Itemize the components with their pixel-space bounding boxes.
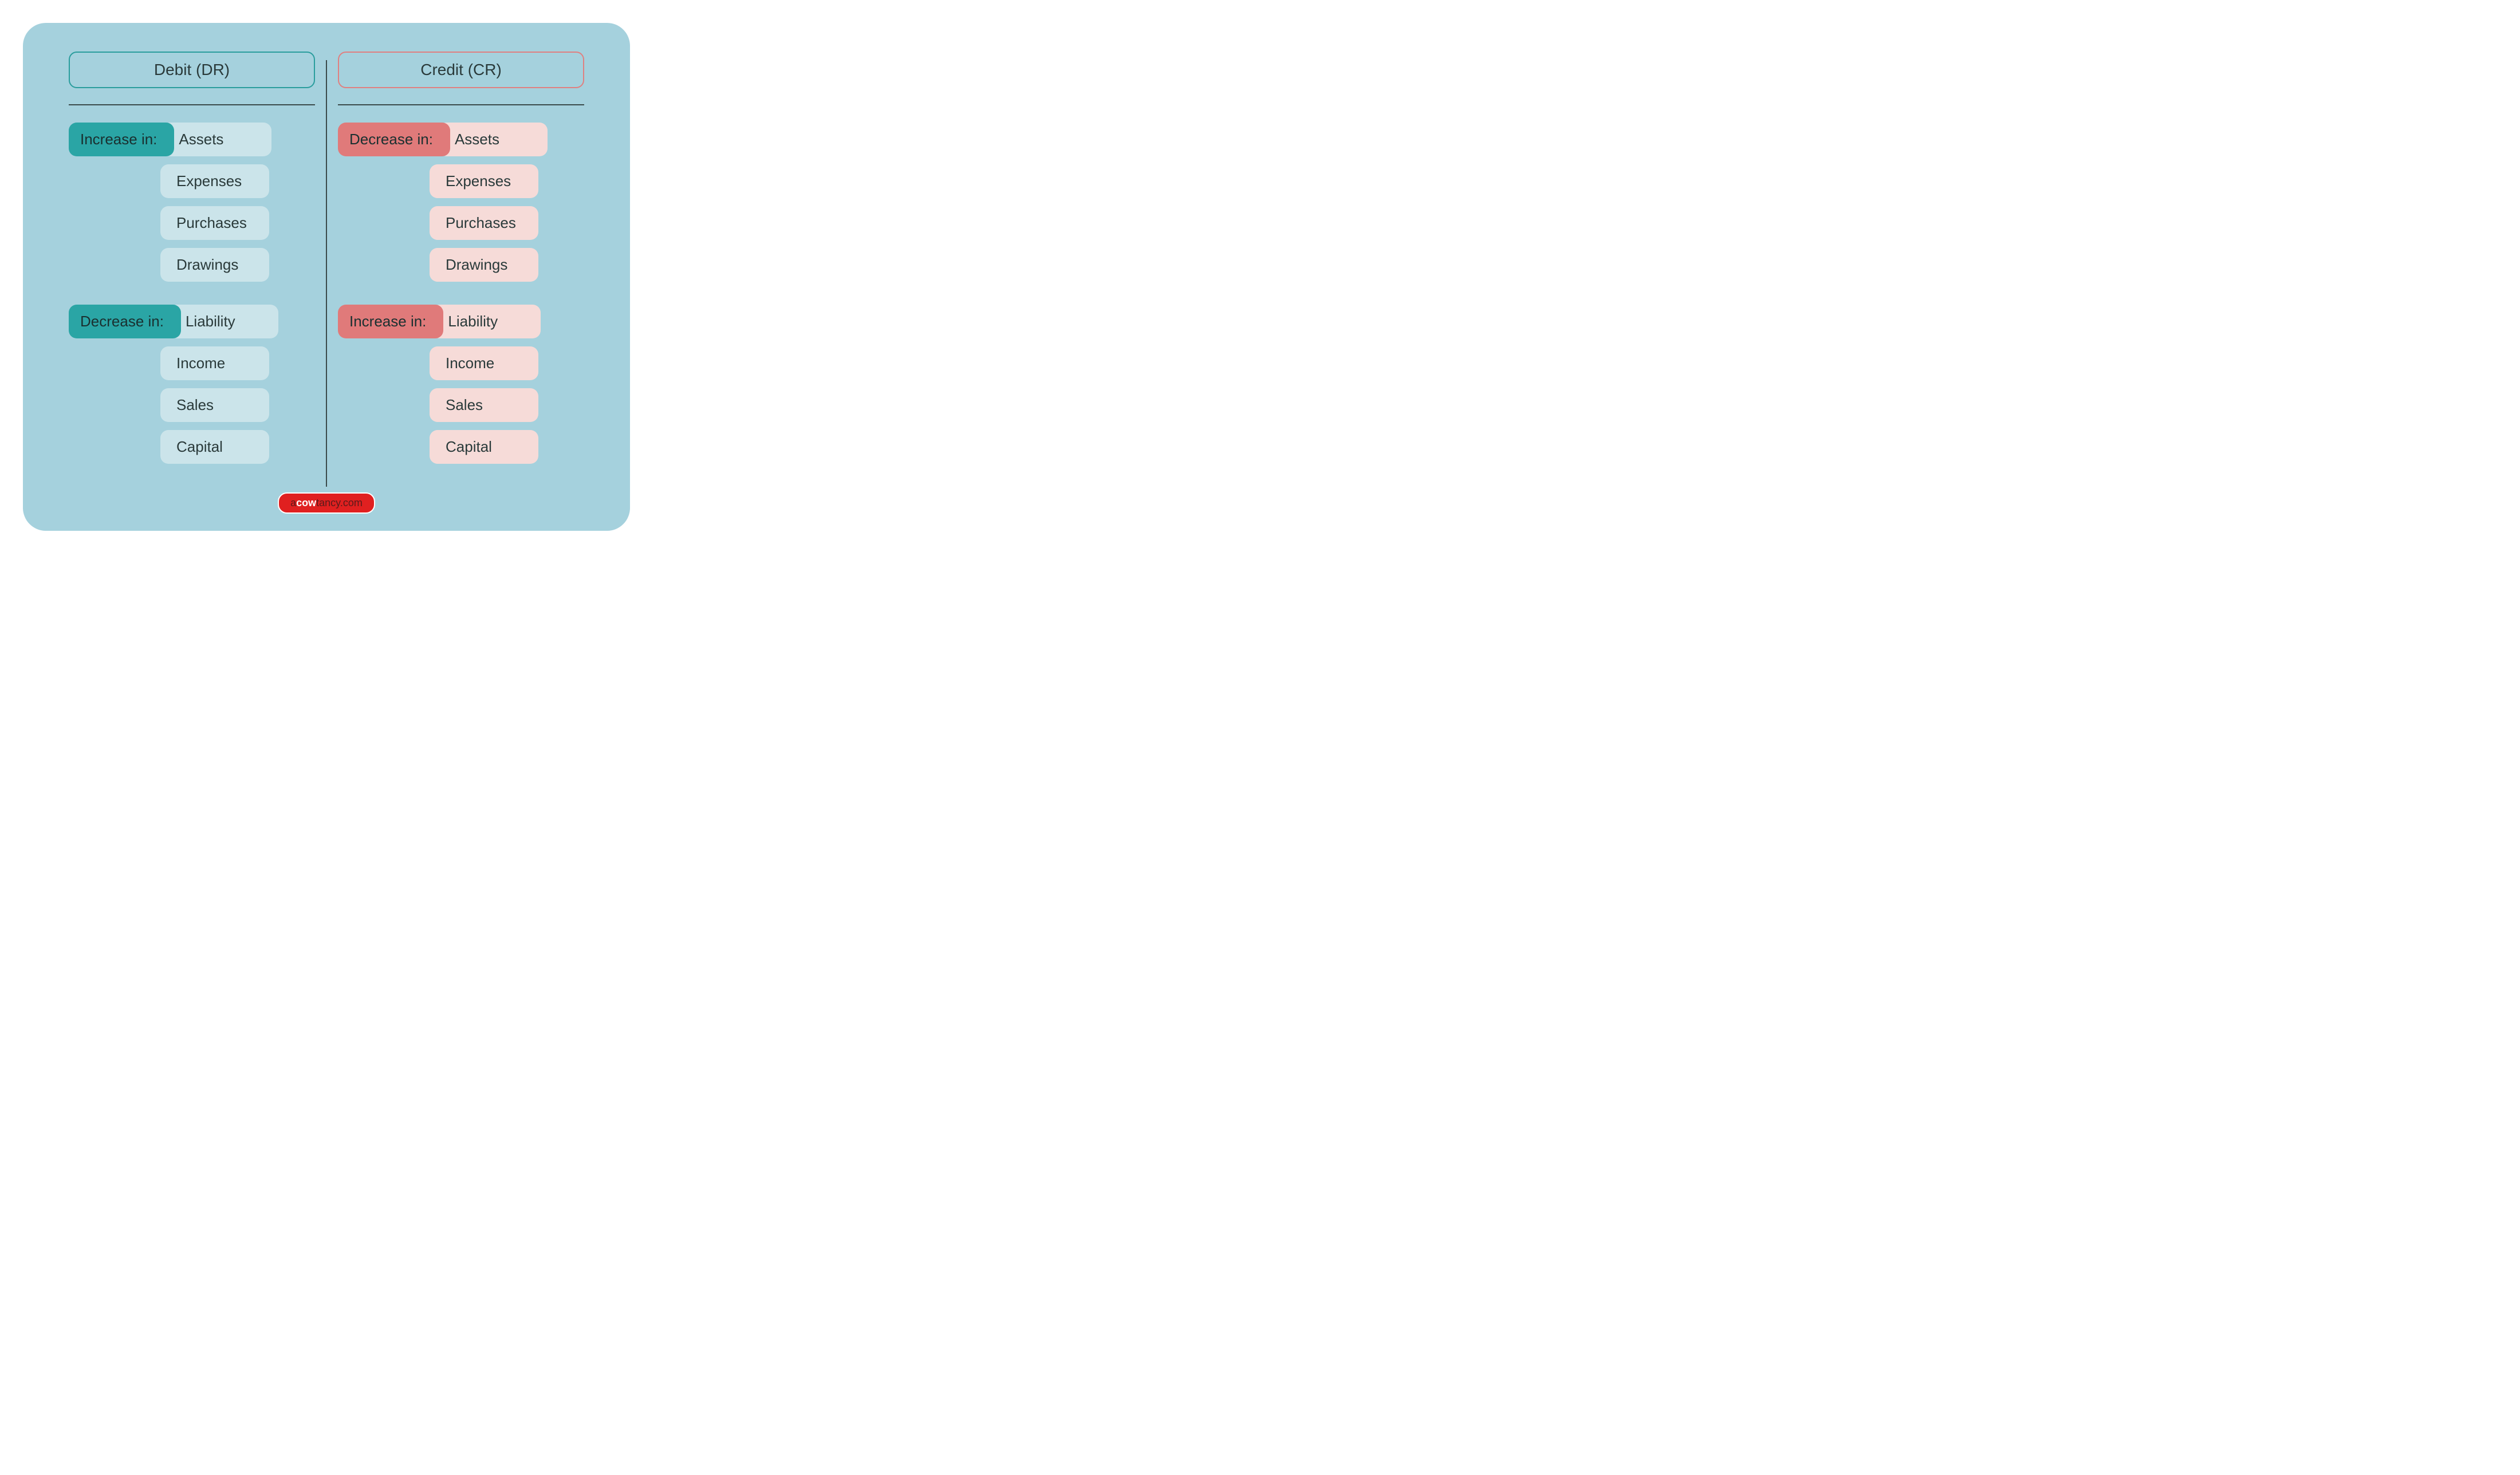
vertical-divider [326, 60, 327, 487]
horizontal-rule-right [338, 104, 584, 105]
credit-item: Income [430, 346, 538, 380]
debit-row: Sales [69, 388, 315, 422]
credit-item: Sales [430, 388, 538, 422]
debit-group-0: Increase in:Assets Expenses Purchases Drawi… [69, 123, 315, 282]
credit-header: Credit (CR) [338, 52, 584, 88]
credit-row: Capital [338, 430, 584, 464]
footer: acowtancy.com [57, 492, 596, 514]
debit-groups: Increase in:Assets Expenses Purchases Drawi… [69, 123, 315, 464]
debit-group-label: Increase in: [69, 123, 174, 156]
credit-row: Income [338, 346, 584, 380]
debit-group-label: Decrease in: [69, 305, 181, 338]
credit-item: Capital [430, 430, 538, 464]
credit-group-label: Decrease in: [338, 123, 450, 156]
debit-row: Increase in:Assets [69, 123, 315, 156]
debit-group-1: Decrease in:Liability Income Sales Capital [69, 305, 315, 464]
credit-row: Decrease in:Assets [338, 123, 584, 156]
debit-item: Liability [170, 305, 278, 338]
credit-item: Assets [439, 123, 548, 156]
debit-item: Purchases [160, 206, 269, 240]
debit-item: Drawings [160, 248, 269, 282]
debit-item: Expenses [160, 164, 269, 198]
debit-row: Expenses [69, 164, 315, 198]
debit-row: Capital [69, 430, 315, 464]
columns-wrapper: Debit (DR) Increase in:AssetsExpensesPur… [57, 52, 596, 487]
credit-item: Liability [432, 305, 541, 338]
credit-group-label: Increase in: [338, 305, 443, 338]
credit-item: Expenses [430, 164, 538, 198]
credit-row: Increase in:Liability [338, 305, 584, 338]
credit-row: Drawings [338, 248, 584, 282]
credit-item: Drawings [430, 248, 538, 282]
credit-groups: Decrease in:Assets Expenses Purchases Drawi… [338, 123, 584, 464]
credit-row: Purchases [338, 206, 584, 240]
debit-column: Debit (DR) Increase in:Assets Expenses Pur… [57, 52, 326, 487]
credit-item: Purchases [430, 206, 538, 240]
debit-item: Sales [160, 388, 269, 422]
credit-group-1: Increase in:Liability Income Sales Capital [338, 305, 584, 464]
footer-post: tancy.com [316, 497, 363, 508]
debit-item: Income [160, 346, 269, 380]
credit-row: Sales [338, 388, 584, 422]
debit-row: Purchases [69, 206, 315, 240]
debit-item: Capital [160, 430, 269, 464]
footer-bold: cow [296, 497, 316, 508]
credit-group-0: Decrease in:Assets Expenses Purchases Drawi… [338, 123, 584, 282]
credit-row: Expenses [338, 164, 584, 198]
footer-logo: acowtancy.com [278, 492, 375, 514]
debit-item: Assets [163, 123, 271, 156]
debit-header: Debit (DR) [69, 52, 315, 88]
debit-row: Decrease in:Liability [69, 305, 315, 338]
debit-row: Income [69, 346, 315, 380]
footer-pre: a [290, 497, 296, 508]
debit-credit-card: Debit (DR) Increase in:AssetsExpensesPur… [23, 23, 630, 531]
debit-row: Drawings [69, 248, 315, 282]
credit-column: Credit (CR) Decrease in:Assets Expenses Pu… [326, 52, 596, 487]
horizontal-rule-left [69, 104, 315, 105]
